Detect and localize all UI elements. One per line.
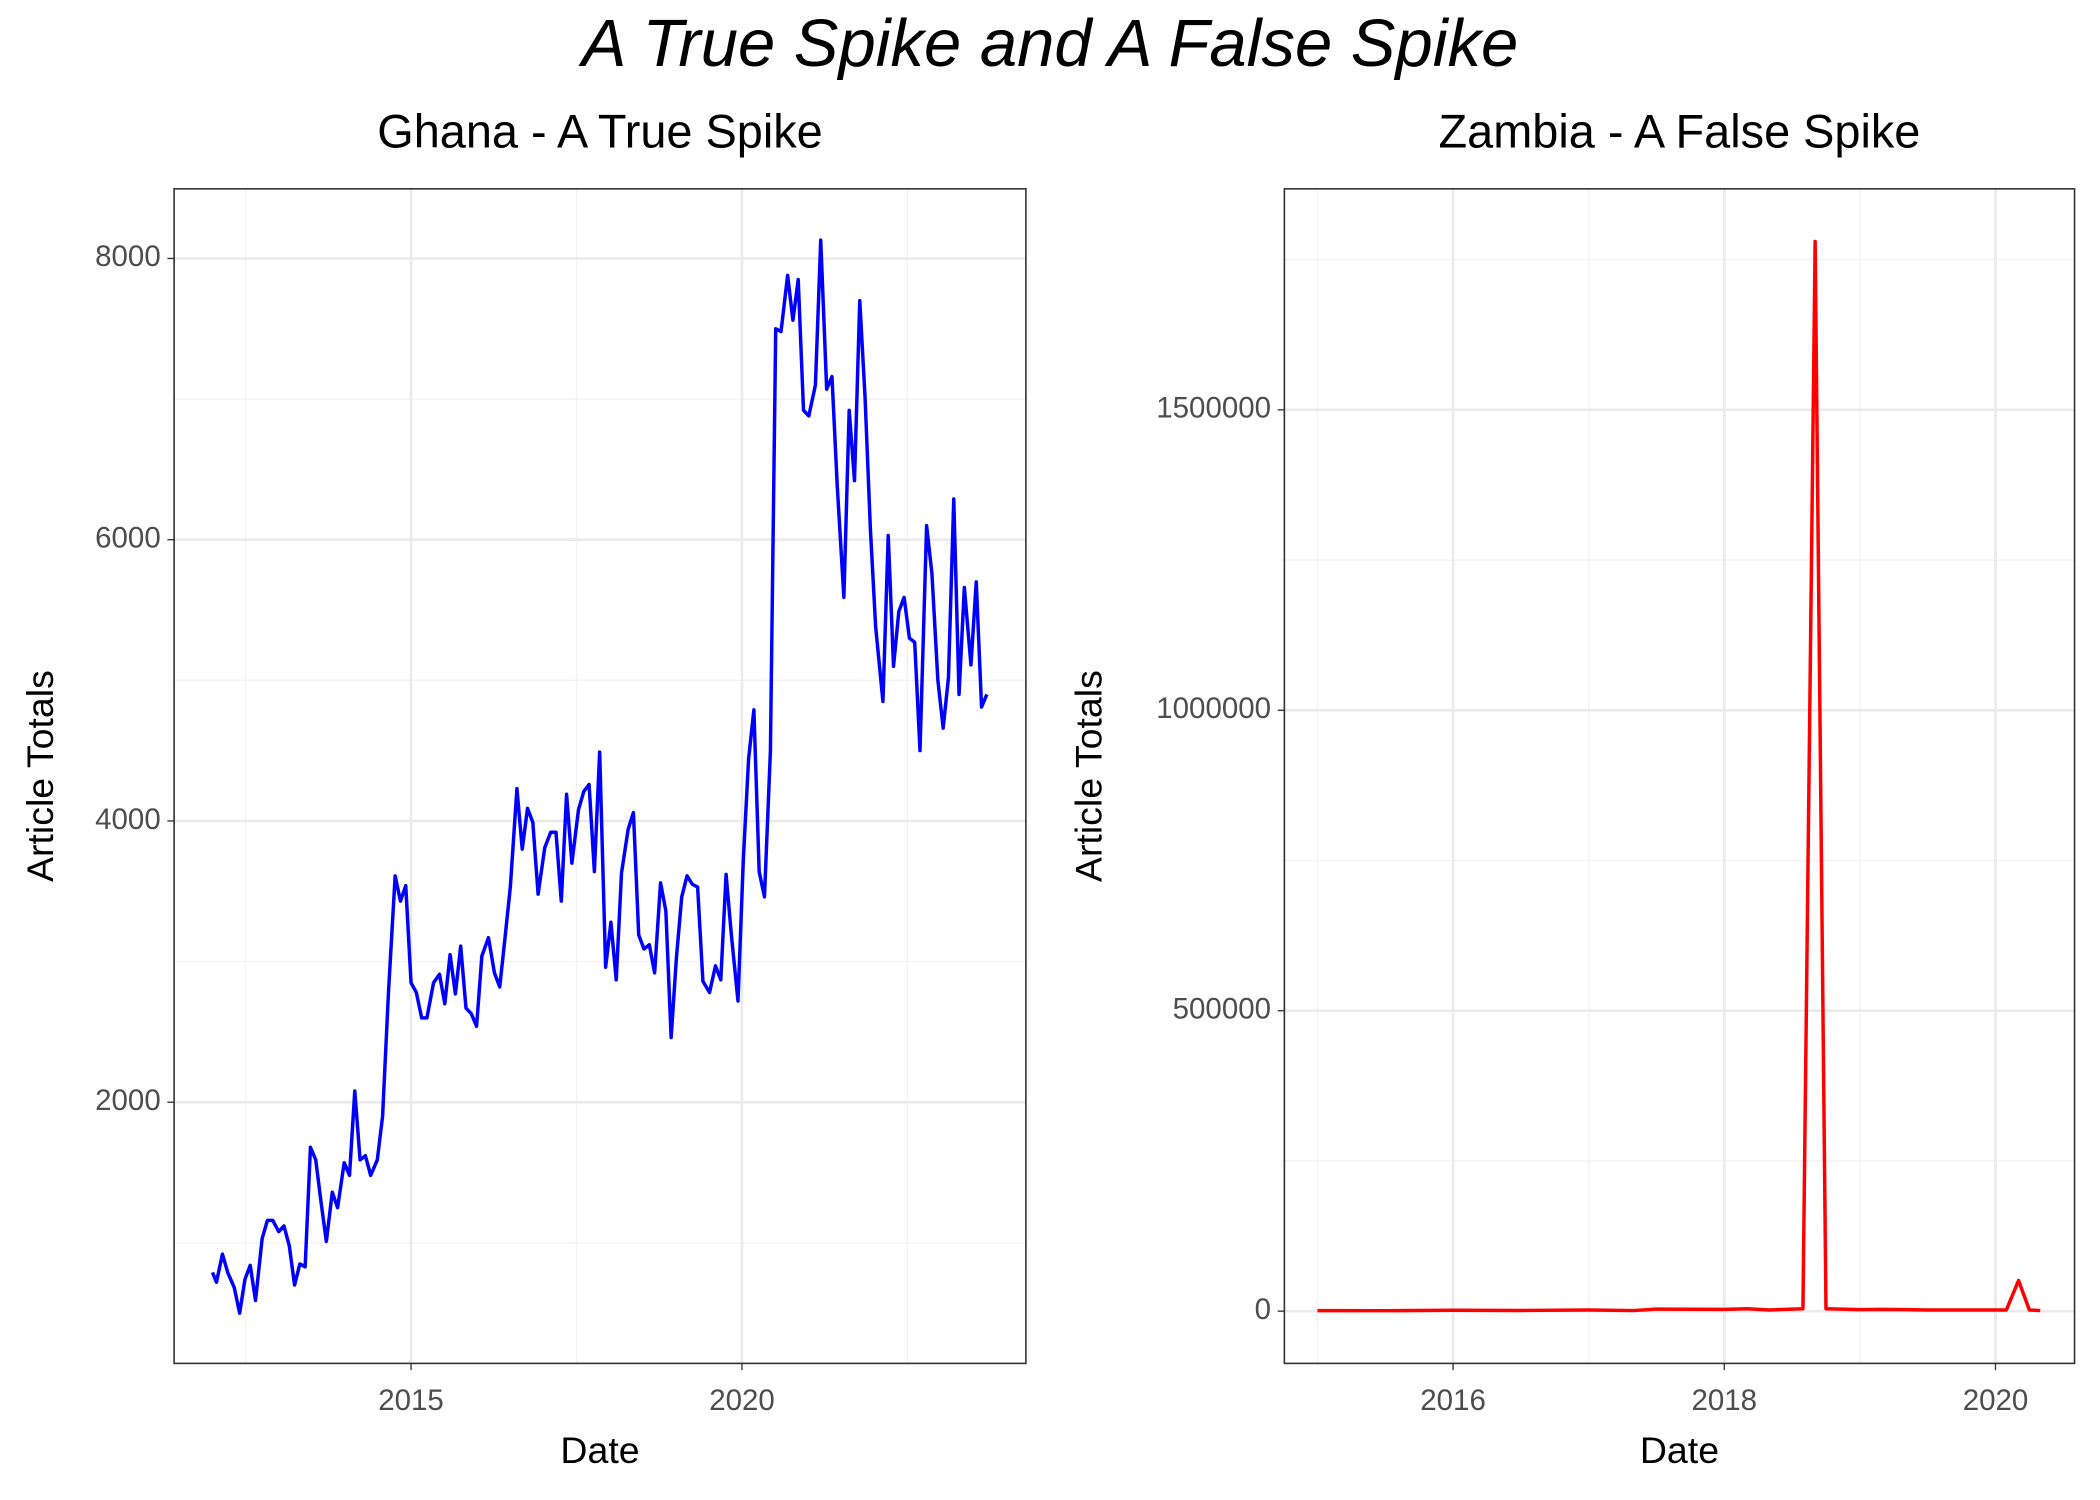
y-tick-label: 8000 — [95, 240, 161, 273]
panel-title: Ghana - A True Spike — [377, 106, 822, 158]
x-tick-label: 2016 — [1420, 1384, 1486, 1417]
data-line — [210, 238, 989, 1315]
x-tick-label: 2015 — [378, 1384, 444, 1417]
x-tick-label: 2020 — [1963, 1384, 2029, 1417]
panel-title: Zambia - A False Spike — [1439, 106, 1921, 158]
x-axis-title: Date — [1640, 1429, 1719, 1471]
plot-background — [1284, 188, 2075, 1364]
y-tick-label: 500000 — [1173, 992, 1271, 1025]
plot-border — [173, 188, 1027, 1365]
x-tick-label: 2020 — [709, 1384, 775, 1417]
y-tick-label: 2000 — [95, 1084, 161, 1117]
y-tick-label: 4000 — [95, 803, 161, 836]
y-tick-label: 0 — [1255, 1293, 1271, 1326]
y-tick-label: 1500000 — [1156, 392, 1271, 425]
plot-border — [1283, 188, 2076, 1365]
data-line — [1317, 239, 2041, 1313]
y-tick-label: 1000000 — [1156, 692, 1271, 725]
x-axis-title: Date — [560, 1429, 639, 1471]
y-axis-title: Article Totals — [19, 670, 61, 882]
figure-title: A True Spike and A False Spike — [578, 6, 1519, 81]
y-axis-title: Article Totals — [1067, 670, 1109, 882]
x-tick-label: 2018 — [1692, 1384, 1758, 1417]
y-tick-label: 6000 — [95, 521, 161, 554]
